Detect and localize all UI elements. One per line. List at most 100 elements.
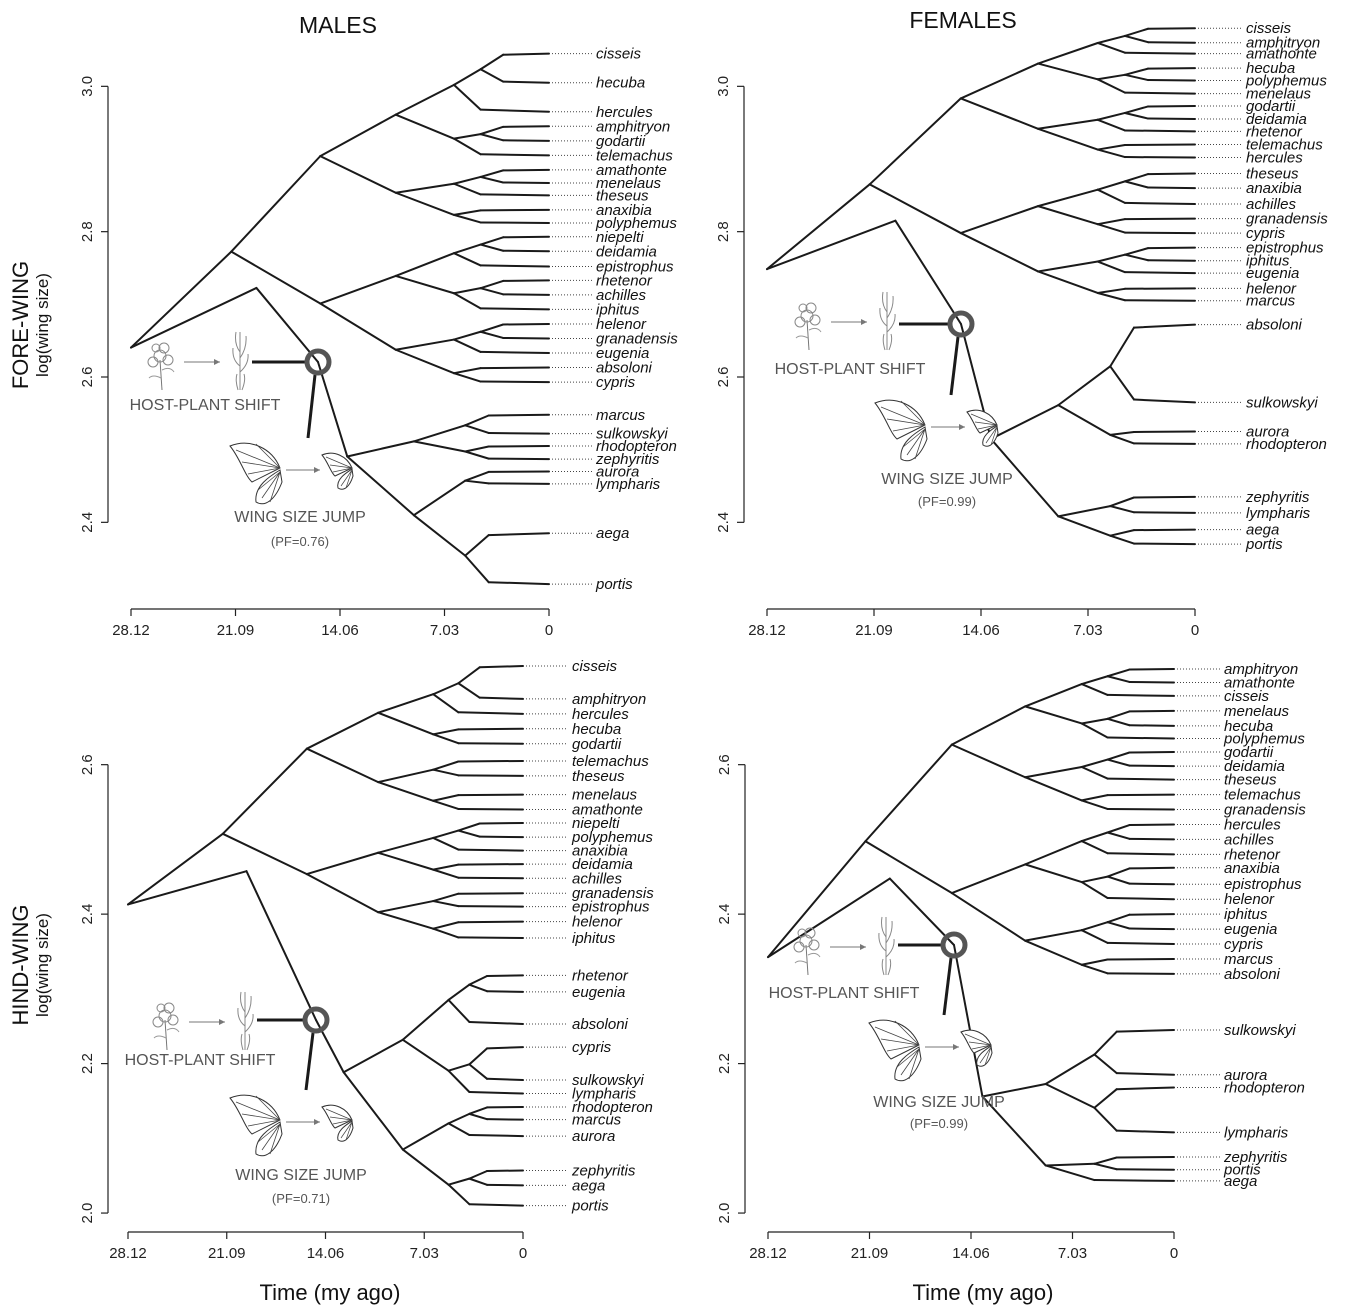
y-tick-label: 2.6	[79, 367, 96, 388]
tree-branch	[1044, 1082, 1096, 1109]
wing-jump-pointer	[306, 374, 317, 439]
tree-branch	[1024, 939, 1083, 966]
tree-branch	[457, 759, 524, 763]
tree-branch	[127, 870, 248, 906]
tree-branch	[457, 742, 524, 745]
tip-label: aega	[572, 1177, 605, 1194]
tree-branch	[432, 693, 460, 714]
tree-branch	[1123, 73, 1150, 82]
tree-branch	[452, 330, 482, 341]
tree-branch	[1080, 675, 1109, 686]
y-tick-label: 2.6	[715, 367, 732, 388]
tree-branch	[452, 367, 482, 375]
tip-label: godartii	[572, 736, 622, 753]
y-tick-label: 2.2	[716, 1053, 733, 1074]
tree-branch	[468, 1177, 489, 1186]
tree-branch	[1080, 722, 1109, 739]
tree-branch	[1109, 529, 1135, 537]
tree-branch	[468, 1090, 524, 1095]
tip-label: theseus	[1224, 772, 1277, 789]
tree-branch	[950, 863, 1027, 895]
tree-branch	[432, 836, 460, 851]
tree-branch	[502, 322, 550, 326]
tip-label: amathonte	[1224, 674, 1295, 691]
tree-branch	[305, 851, 380, 876]
tree-branch	[447, 1069, 471, 1093]
flower-icon	[147, 342, 175, 391]
tree-branch	[457, 876, 524, 880]
tip-label: theseus	[596, 187, 649, 204]
host-plant-shift-label: HOST-PLANT SHIFT	[769, 985, 920, 1002]
tree-branch	[457, 682, 481, 699]
tree-branch	[1080, 958, 1109, 966]
tree-branch	[1128, 764, 1175, 768]
tip-label: hecuba	[1246, 60, 1295, 77]
large-wing-icon	[874, 399, 928, 462]
tree-branch	[1024, 766, 1083, 779]
tree-branch	[1106, 736, 1175, 740]
large-wing-icon	[229, 1094, 283, 1157]
tree-branch	[377, 900, 435, 914]
tree-branch	[1132, 398, 1196, 404]
tip-label: godartii	[1246, 98, 1296, 115]
tree-branch	[1123, 67, 1150, 76]
tree-branch	[1080, 963, 1109, 975]
tree-branch	[457, 848, 524, 852]
tree-branch	[1057, 365, 1112, 407]
tip-label: anaxibia	[1246, 180, 1302, 197]
tree-branch	[1106, 852, 1175, 856]
tree-branch	[346, 455, 415, 517]
tip-label: niepelti	[596, 229, 644, 246]
tip-label: lympharis	[596, 476, 661, 493]
tip-label: sulkowskyi	[1246, 394, 1318, 411]
tree-branch	[502, 52, 550, 56]
y-tick-label: 3.0	[715, 76, 732, 97]
tip-label: hercules	[572, 706, 629, 723]
tip-label: aurora	[596, 463, 639, 480]
tip-label: anaxibia	[596, 202, 652, 219]
tree-branch	[1096, 218, 1126, 226]
tree-branch	[432, 682, 460, 696]
tip-label: polyphemus	[1223, 731, 1305, 748]
tree-branch	[319, 302, 397, 351]
tree-branch	[1080, 683, 1109, 696]
tip-label: rhodopteron	[1246, 436, 1327, 453]
tree-branch	[432, 794, 460, 802]
tree-branch	[1109, 534, 1135, 545]
x-tick-label: 14.06	[962, 622, 1000, 639]
tree-branch	[1132, 323, 1196, 329]
tip-label: portis	[595, 576, 633, 593]
tip-label: menelaus	[1246, 86, 1312, 103]
grass-icon	[878, 916, 895, 976]
tip-label: absoloni	[572, 1016, 629, 1033]
tip-label: iphitus	[596, 301, 640, 318]
tip-label: hercules	[1224, 816, 1281, 833]
arrow-head-icon	[953, 1044, 959, 1050]
panel-male-forewing: 2.4 2.6 2.8 3.0 28.12 21.09 14.06 7.03 0 cisseis h…	[79, 46, 678, 639]
tree-branch	[1147, 186, 1196, 190]
x-tick-label: 28.12	[748, 622, 786, 639]
tree-branch	[432, 927, 460, 939]
x-tick-label: 14.06	[321, 622, 359, 639]
row-title-forewing-sub: log(wing size)	[33, 273, 52, 377]
tree-branch	[432, 728, 460, 736]
tree-branch	[1080, 929, 1109, 944]
tree-branch	[959, 62, 1040, 100]
tree-branch	[479, 175, 505, 184]
tree-branch	[1128, 913, 1175, 916]
tree-branch	[1096, 188, 1126, 204]
tree-branch	[1147, 41, 1196, 44]
tree-branch	[1106, 875, 1131, 885]
tree-branch	[447, 983, 471, 1001]
tree-branch	[1096, 253, 1126, 263]
tree-branch	[255, 286, 319, 363]
grass-icon	[237, 991, 254, 1051]
shift-node-marker	[304, 348, 332, 376]
row-title-hindwing: HIND-WING log(wing size)	[8, 905, 52, 1026]
tree-branch	[319, 113, 397, 158]
wing-size-jump-label: WING SIZE JUMP	[881, 471, 1013, 488]
y-tick-label: 2.4	[79, 512, 96, 533]
tree-branch	[1093, 1053, 1118, 1075]
tree-branch	[447, 1063, 471, 1072]
wing-size-jump-label: WING SIZE JUMP	[873, 1094, 1005, 1111]
